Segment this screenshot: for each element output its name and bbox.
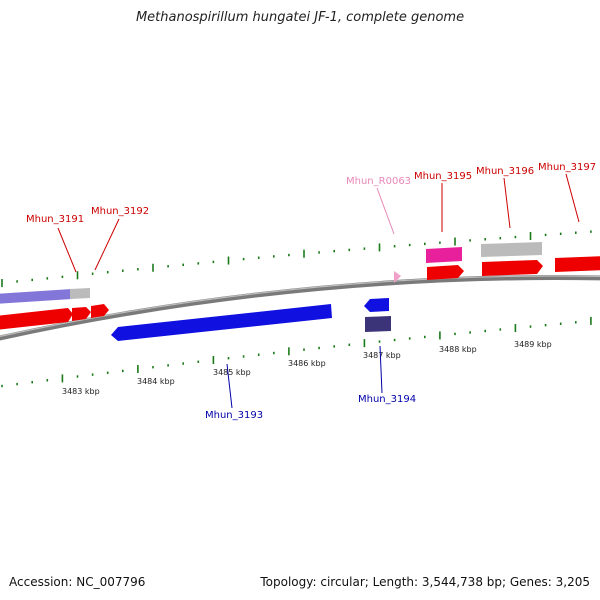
connector-mhun-r0063 [376,187,395,235]
scale-label-3487: 3487 kbp [363,351,401,360]
feature-mhun-r0063 [394,271,401,283]
connector-mhun-3196 [503,177,511,229]
scale-label-3484: 3484 kbp [137,377,175,386]
gene-labels: Mhun_3191 Mhun_3192 Mhun_R0063 Mhun_3195… [26,162,596,421]
map-title: Methanospirillum hungatei JF-1, complete… [135,10,465,25]
feature-pseudo-gray-1 [70,288,90,299]
scale-label-3483: 3483 kbp [62,387,100,396]
feature-mhun-3190-gray [0,289,72,304]
label-mhun-3197: Mhun_3197 [538,162,596,173]
feature-mhun-3193 [111,304,332,341]
feature-mhun-3196 [482,260,543,276]
label-mhun-3192: Mhun_3192 [91,206,149,217]
feature-mhun-3190 [0,308,73,330]
connector-mhun-3191 [57,227,77,273]
inner-tick-marks [1,316,592,388]
label-connectors [57,173,580,409]
feature-mhun-3194 [364,298,389,312]
label-mhun-3195: Mhun_3195 [414,171,472,182]
connector-mhun-3192 [94,218,120,271]
genome-backbone-highlight [0,275,600,338]
forward-features [0,242,600,330]
scale-labels: 3483 kbp 3484 kbp 3485 kbp 3486 kbp 3487… [62,340,552,396]
feature-pink-block [426,247,462,263]
scale-label-3485: 3485 kbp [213,368,251,377]
accession-text: Accession: NC_007796 [9,575,146,589]
feature-dark-block [365,316,391,332]
feature-mhun-3192 [91,304,109,318]
genome-backbone [0,275,600,341]
scale-label-3489: 3489 kbp [514,340,552,349]
connector-mhun-3193 [226,363,233,409]
connector-mhun-3194 [379,345,383,394]
scale-label-3486: 3486 kbp [288,359,326,368]
feature-mhun-3197 [555,256,600,272]
feature-mhun-3195 [427,265,464,280]
label-mhun-3194: Mhun_3194 [358,394,416,405]
label-mhun-3196: Mhun_3196 [476,166,534,177]
genome-summary-text: Topology: circular; Length: 3,544,738 bp… [260,575,590,589]
feature-mhun-3191 [72,307,91,321]
label-mhun-3193: Mhun_3193 [205,410,263,421]
label-mhun-3191: Mhun_3191 [26,214,84,225]
feature-pseudo-gray-2 [481,242,542,257]
outer-tick-marks [1,230,592,287]
label-mhun-r0063: Mhun_R0063 [346,176,411,187]
reverse-features [111,298,391,341]
scale-label-3488: 3488 kbp [439,345,477,354]
connector-mhun-3197 [565,173,580,223]
